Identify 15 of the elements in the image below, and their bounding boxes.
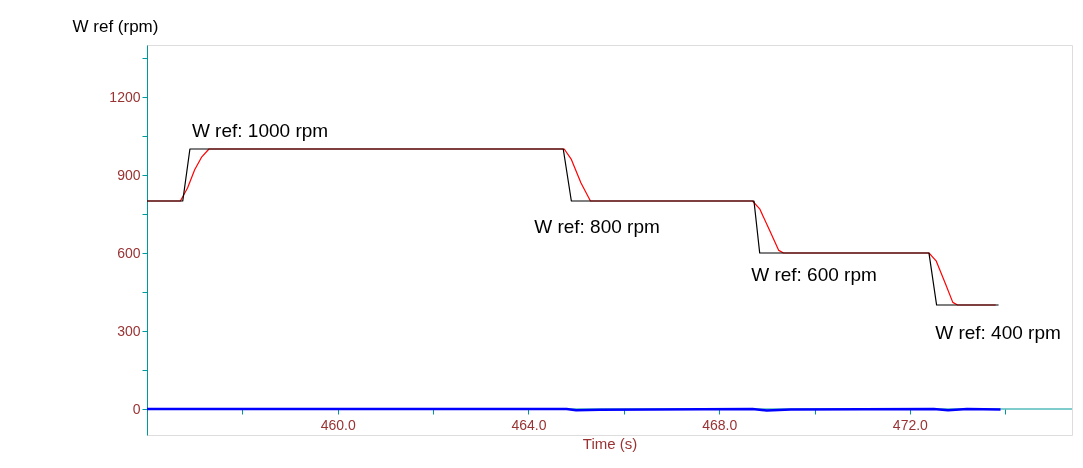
y-axis-title: W ref (rpm) bbox=[72, 16, 159, 36]
x-tick-label: 464.0 bbox=[511, 416, 547, 433]
y-tick-label: 900 bbox=[117, 166, 141, 183]
x-tick-label: 472.0 bbox=[892, 416, 929, 433]
annotation: W ref: 400 rpm bbox=[935, 322, 1061, 343]
x-tick-label: 468.0 bbox=[702, 416, 738, 433]
y-tick-label: 600 bbox=[117, 244, 141, 261]
x-tick-label: 460.0 bbox=[320, 416, 356, 433]
x-axis-title: Time (s) bbox=[582, 434, 638, 452]
annotation: W ref: 800 rpm bbox=[534, 216, 660, 237]
y-tick-label: 1200 bbox=[109, 88, 141, 105]
annotation: W ref: 1000 rpm bbox=[191, 120, 329, 141]
y-tick-label: 300 bbox=[117, 322, 141, 339]
y-tick-label: 0 bbox=[132, 400, 141, 417]
annotation: W ref: 600 rpm bbox=[751, 264, 877, 285]
